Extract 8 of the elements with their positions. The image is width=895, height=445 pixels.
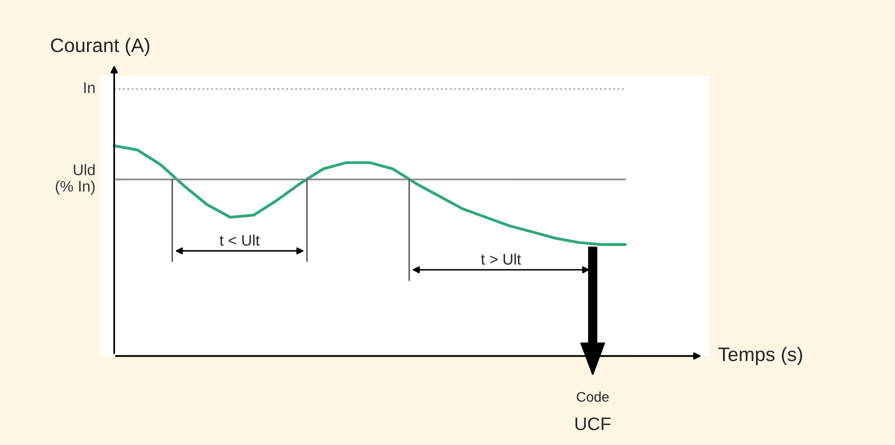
y-axis-title: Courant (A)	[50, 38, 150, 56]
ref-line-label: Uld (% In)	[56, 164, 95, 195]
ref-line-label: In	[84, 82, 95, 93]
annotation: t > Ult	[481, 253, 521, 265]
annotation: t < Ult	[220, 234, 260, 246]
text: UCF	[576, 417, 611, 430]
text: Code	[576, 392, 609, 402]
x-axis-title: Temps (s)	[718, 346, 802, 366]
